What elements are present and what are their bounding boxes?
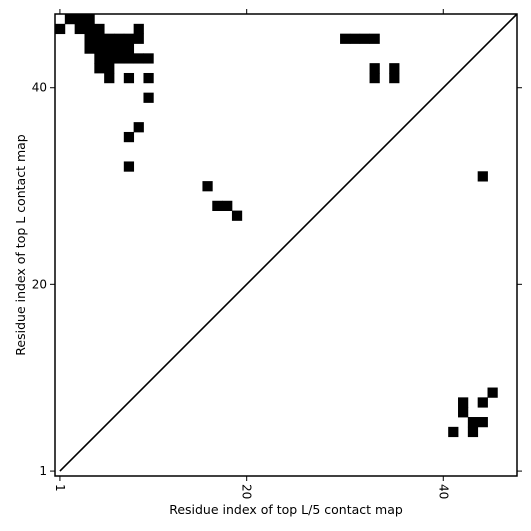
contact-cell-top-l — [212, 200, 223, 211]
y-tick-label: 40 — [32, 81, 47, 95]
contact-cell-top-l — [104, 43, 115, 54]
contact-cell-top-l — [74, 23, 85, 35]
contact-cell-top-l — [143, 92, 154, 103]
contact-cell-top-l — [94, 43, 105, 54]
contact-cell-top-l5 — [477, 171, 488, 182]
contact-cell-top-l — [55, 23, 66, 35]
contact-cell-top-l5 — [458, 407, 469, 418]
contact-cell-top-l — [113, 33, 125, 44]
contact-cells — [55, 14, 498, 438]
contact-cell-top-l5 — [477, 397, 488, 408]
x-tick-label: 20 — [240, 484, 254, 499]
contact-cell-top-l — [143, 53, 154, 64]
contact-cell-top-l — [133, 122, 144, 133]
contact-cell-top-l — [340, 33, 351, 44]
x-axis-label: Residue index of top L/5 contact map — [169, 502, 403, 517]
contact-cell-top-l — [389, 63, 400, 74]
contact-cell-top-l — [123, 161, 135, 172]
contact-cell-top-l — [84, 43, 95, 54]
contact-cell-top-l — [64, 14, 76, 25]
y-tick-label: 20 — [32, 277, 47, 291]
diagonal — [59, 13, 518, 472]
contact-cell-top-l — [222, 200, 233, 211]
contact-cell-top-l — [359, 33, 370, 44]
contact-cell-top-l — [94, 33, 105, 44]
contact-cell-top-l — [123, 131, 135, 143]
contact-cell-top-l — [231, 210, 243, 221]
contact-cell-top-l — [84, 14, 95, 25]
contact-cell-top-l — [113, 53, 125, 64]
contact-cell-top-l — [369, 63, 380, 74]
contact-cell-top-l — [369, 72, 380, 84]
ticks: 1 20 40 1 20 40 — [32, 9, 522, 499]
contact-cell-top-l — [84, 23, 95, 35]
contact-cell-top-l — [133, 33, 144, 44]
contact-cell-top-l5 — [448, 426, 459, 438]
contact-cell-top-l — [104, 33, 115, 44]
x-tick-label: 40 — [436, 484, 450, 499]
contact-cell-top-l — [143, 72, 154, 84]
contact-cell-top-l5 — [458, 397, 469, 408]
contact-cell-top-l — [202, 181, 213, 192]
contact-cell-top-l — [369, 33, 380, 44]
contact-cell-top-l — [123, 43, 135, 54]
contact-cell-top-l — [94, 63, 105, 74]
contact-cell-top-l — [84, 33, 95, 44]
contact-cell-top-l5 — [487, 387, 498, 398]
contact-cell-top-l — [133, 53, 144, 64]
contact-cell-top-l5 — [467, 417, 479, 428]
contact-cell-top-l — [74, 14, 85, 25]
y-tick-label: 1 — [39, 464, 47, 478]
contact-cell-top-l — [104, 63, 115, 74]
x-tick-label: 1 — [53, 484, 67, 492]
contact-cell-top-l — [349, 33, 361, 44]
contact-cell-top-l5 — [467, 426, 479, 438]
contact-cell-top-l — [104, 72, 115, 84]
contact-cell-top-l — [113, 43, 125, 54]
y-axis-label: Residue index of top L contact map — [13, 134, 28, 355]
contact-cell-top-l — [94, 23, 105, 35]
contact-cell-top-l — [123, 72, 135, 84]
plot-frame — [54, 13, 518, 477]
contact-cell-top-l — [94, 53, 105, 64]
contact-cell-top-l — [133, 23, 144, 35]
diagonal-line — [59, 13, 518, 472]
contact-cell-top-l — [389, 72, 400, 84]
contact-cell-top-l — [123, 33, 135, 44]
contact-cell-top-l — [123, 53, 135, 64]
contact-cell-top-l — [104, 53, 115, 64]
contact-cell-top-l5 — [477, 417, 488, 428]
